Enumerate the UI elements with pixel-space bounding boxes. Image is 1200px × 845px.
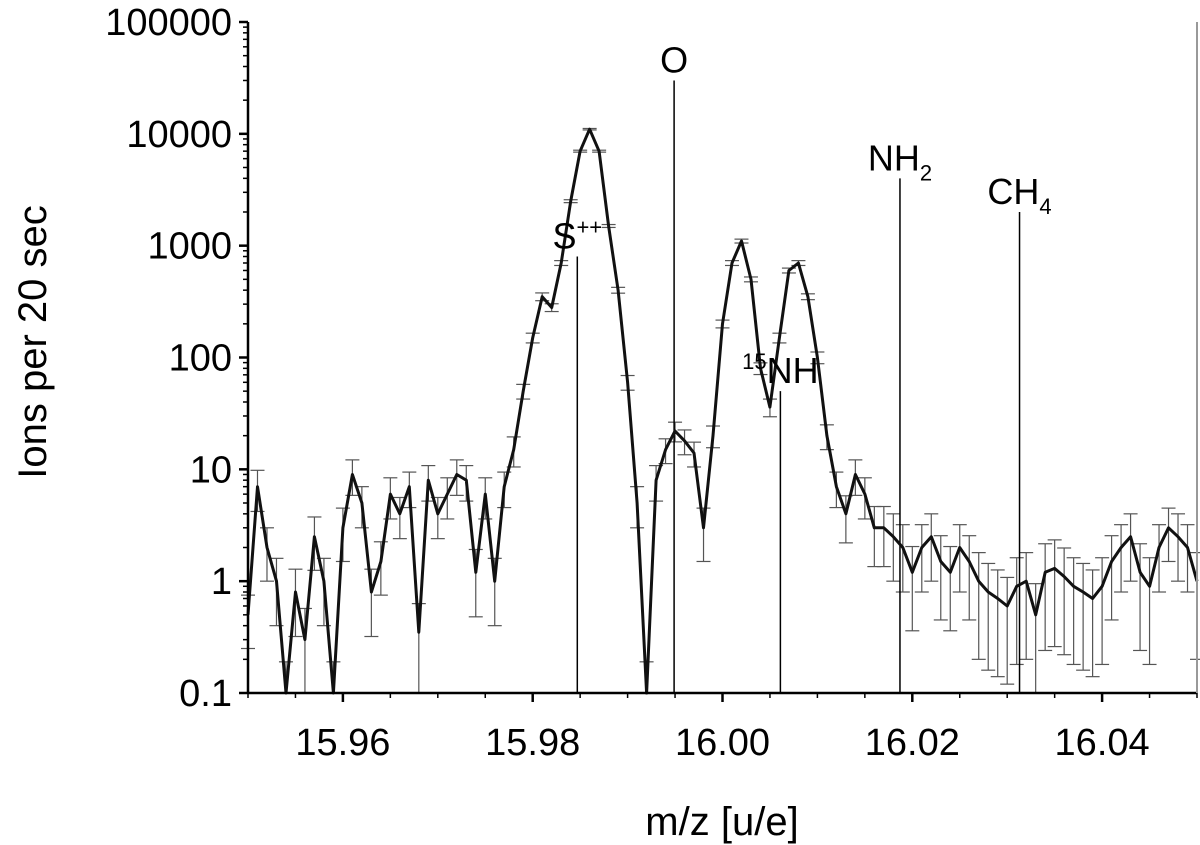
y-tick-label: 1000 [147, 226, 232, 268]
error-bar [962, 535, 977, 621]
error-bar [1104, 535, 1119, 621]
error-bar [1123, 513, 1138, 582]
error-bar [1180, 524, 1195, 593]
series-line [246, 127, 1199, 695]
error-bar [1095, 557, 1110, 666]
x-ticks: 15.96 15.98 16.00 16.02 16.04 [247, 693, 1198, 764]
peak-labels: S++ O 15NH NH2 CH4 [552, 39, 1051, 391]
error-bar [914, 524, 929, 593]
error-bar [1142, 557, 1157, 666]
error-bar [1057, 547, 1072, 656]
y-tick-label: 100 [169, 338, 232, 380]
y-axis-title: Ions per 20 sec [11, 205, 55, 479]
error-bar [876, 505, 891, 568]
error-bar [373, 541, 388, 596]
error-bar [990, 569, 1005, 678]
error-bar [981, 562, 996, 671]
y-tick-label: 0.1 [179, 673, 232, 715]
peak-label: CH4 [987, 171, 1051, 219]
error-bar [933, 535, 948, 621]
error-bar [1009, 557, 1024, 666]
error-bar [943, 545, 958, 632]
y-tick-label: 10 [190, 449, 232, 491]
x-tick-label: 15.96 [295, 722, 390, 764]
error-bar [895, 524, 910, 593]
x-tick-label: 16.04 [1055, 722, 1150, 764]
x-tick-label: 15.98 [485, 722, 580, 764]
error-bar [1133, 543, 1148, 652]
error-bar [952, 524, 967, 593]
y-tick-label: 100000 [105, 2, 232, 44]
error-bar [1161, 507, 1176, 563]
error-bar [905, 545, 920, 632]
error-bar [1076, 562, 1091, 671]
error-bar [440, 477, 455, 520]
error-bar [1047, 539, 1062, 648]
peak-markers [576, 80, 1021, 693]
error-bar [1114, 524, 1129, 593]
error-bar [1152, 524, 1167, 593]
error-bar [1171, 513, 1186, 582]
x-axis-title: m/z [u/e] [645, 800, 798, 844]
error-bar [924, 513, 939, 582]
error-bar [1066, 557, 1081, 666]
error-bar [971, 552, 986, 660]
y-tick-label: 1 [211, 561, 232, 603]
peak-label: NH2 [868, 137, 932, 185]
error-bars [241, 127, 1200, 693]
error-bar [1038, 543, 1053, 652]
y-tick-label: 10000 [126, 114, 232, 156]
error-bar [1085, 569, 1100, 678]
error-bar [1000, 576, 1015, 685]
y-ticks: 0.1 1 10 100 1000 10000 100000 [105, 2, 248, 715]
peak-label: S++ [552, 215, 602, 257]
error-bar [1019, 552, 1034, 660]
error-bar [259, 527, 274, 582]
peak-label: 15NH [742, 349, 818, 391]
x-tick-label: 16.00 [675, 722, 770, 764]
error-bar [886, 513, 901, 582]
peak-label: O [660, 39, 688, 80]
x-tick-label: 16.02 [865, 722, 960, 764]
error-bar [1028, 583, 1043, 693]
